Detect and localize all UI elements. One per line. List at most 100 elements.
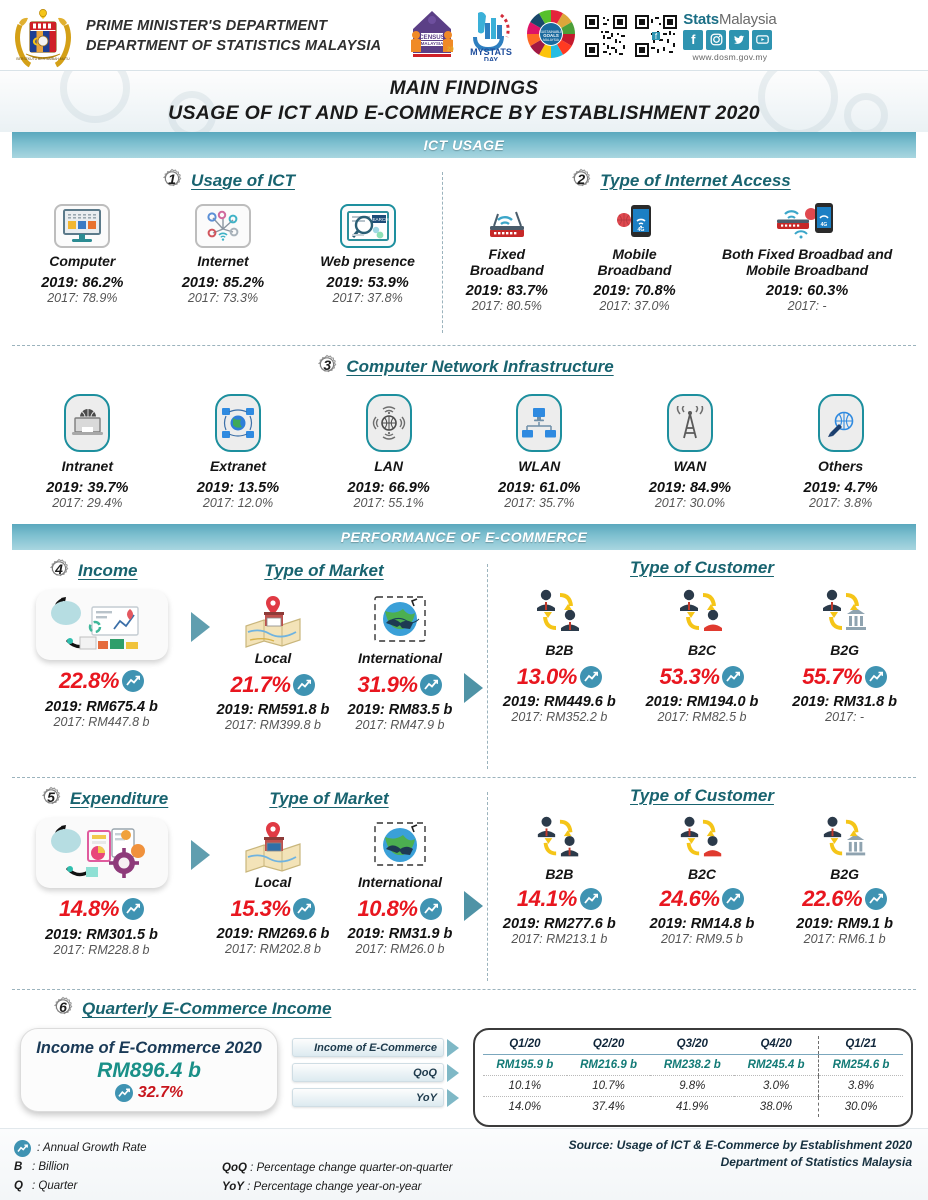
section-5-left: 5 Expenditure Type of Market [12, 786, 464, 989]
section-5-customer-title: Type of Customer [630, 786, 774, 805]
b2c-pct: 24.6% [659, 886, 720, 911]
stat-2017: 2017: RM228.8 b [53, 943, 150, 957]
b2b-icon [488, 814, 630, 866]
b2b-pct: 13.0% [516, 664, 577, 689]
stat-label: B2G [830, 866, 860, 882]
stat-item-b2b: B2B 13.0% 2019: RM449.6 b 2017: RM352.2 … [488, 586, 630, 724]
department-names: PRIME MINISTER'S DEPARTMENT DEPARTMENT O… [86, 16, 381, 56]
stat-2017: 2017: RM82.5 b [657, 710, 747, 724]
svg-text:20: 20 [447, 47, 454, 53]
income-ecommerce-2020-card: Income of E-Commerce 2020 RM896.4 b 32.7… [20, 1028, 278, 1112]
svg-text:MALAYSIA: MALAYSIA [421, 41, 444, 46]
table-row-income: RM195.9 b RM216.9 b RM238.2 b RM245.4 b … [483, 1054, 903, 1076]
census-malaysia-logo-icon: CENSUS MALAYSIA 20 [407, 7, 457, 66]
local-pct: 15.3% [230, 896, 291, 921]
stat-2019: 2019: RM277.6 b [502, 916, 616, 932]
stat-item-b2g: B2G 22.6% 2019: RM9.1 b 2017: RM6.1 b [774, 814, 916, 946]
cell-yoy-q4-20: 38.0% [759, 1101, 793, 1113]
stat-label: Both Fixed Broadbad and Mobile Broadband [721, 246, 893, 278]
stat-item-lan: LAN 2019: 66.9% 2017: 55.1% [318, 394, 460, 510]
expenditure-pct: 14.8% [59, 896, 119, 921]
twitter-icon[interactable] [729, 29, 750, 50]
legend-text: : Billion [32, 1161, 70, 1173]
row-label-bars: Income of E-Commerce QoQ YoY [292, 1038, 459, 1107]
stat-2019: 2019: 53.9% [326, 275, 409, 291]
cell-qoq-q4-20: 3.0% [734, 1075, 819, 1097]
section-5-customer-items: B2B 14.1% 2019: RM277.6 b 2017: RM213.1 … [488, 814, 916, 946]
instagram-icon[interactable] [706, 29, 727, 50]
brand-bold: Stats [683, 10, 719, 28]
svg-text:SUSTAINABLE: SUSTAINABLE [540, 30, 564, 34]
stat-label: Others [818, 458, 864, 474]
svg-text:4G: 4G [821, 222, 828, 228]
source-line-2: Department of Statistics Malaysia [720, 1155, 912, 1169]
income-dashboard-icon [35, 590, 168, 660]
section-5-content: 14.8% 2019: RM301.5 b 2017: RM228.8 b [12, 818, 464, 957]
stat-item-mobile-broadband: 4G Mobile Broadband 2019: 70.8% 2017: 37… [573, 200, 695, 313]
stat-label: LAN [374, 458, 404, 474]
growth-icon [579, 888, 602, 910]
laptop-globe-icon [64, 394, 111, 452]
section-4-left: 4 Income Type of Market [12, 558, 464, 777]
stat-2017: 2017: 35.7% [504, 496, 575, 510]
facebook-icon[interactable]: f [683, 29, 704, 50]
stat-2019: 2019: RM675.4 b [45, 699, 158, 715]
section-2-heading: 2 Type of Internet Access [443, 168, 916, 194]
triangle-arrow-icon [447, 1063, 459, 1082]
svg-text:SEARCH: SEARCH [369, 217, 388, 222]
brand-light: Malaysia [718, 10, 777, 28]
card-growth: 32.7% [137, 1083, 184, 1101]
b2c-icon [631, 814, 773, 866]
stat-item-internet: Internet 2019: 85.2% 2017: 73.3% [158, 204, 288, 305]
stat-2017: 2017: RM399.8 b [225, 718, 321, 732]
cell-qoq-q3-20: 9.8% [650, 1075, 735, 1097]
stat-2019: 2019: 70.8% [593, 283, 676, 299]
cell-income-q2-20: RM216.9 b [566, 1054, 651, 1076]
legend-text: : Percentage change year-on-year [247, 1181, 422, 1193]
org-line-2: DEPARTMENT OF STATISTICS MALAYSIA [86, 38, 382, 54]
org-line-1: PRIME MINISTER'S DEPARTMENT [86, 18, 328, 34]
gear-number-icon: 1 [159, 168, 185, 194]
legend-text: : Quarter [32, 1180, 78, 1192]
cell-qoq-q1-20: 10.1% [483, 1075, 567, 1097]
card-title: Income of E-Commerce 2020 [36, 1038, 262, 1057]
stat-2017: 2017: RM47.9 b [355, 718, 445, 732]
legend-secondary: QoQ : Percentage change quarter-on-quart… [222, 1159, 453, 1197]
stat-2019: 2019: 4.7% [803, 480, 878, 496]
section-4-customer: Type of Customer B2B [488, 558, 916, 777]
stat-2019: 2019: 85.2% [181, 275, 265, 291]
svg-text:DAY: DAY [484, 57, 498, 61]
mobile-4g-icon: 4G [573, 200, 695, 242]
growth-icon [293, 674, 316, 696]
stat-2019: 2019: 66.9% [347, 480, 430, 496]
antenna-icon [666, 394, 713, 452]
growth-icon [293, 898, 316, 920]
section-1-number: 1 [168, 171, 176, 187]
b2b-pct: 14.1% [516, 886, 577, 911]
stat-item-intranet: Intranet 2019: 39.7% 2017: 29.4% [16, 394, 158, 510]
youtube-icon[interactable] [752, 29, 773, 50]
svg-text:GOALS: GOALS [543, 33, 559, 38]
stat-2019: 2019: 61.0% [498, 480, 581, 496]
legend-symbol: B [14, 1161, 23, 1173]
stat-item-extranet: Extranet 2019: 13.5% 2017: 12.0% [167, 394, 309, 510]
main-title-line-2: USAGE OF ICT AND E-COMMERCE BY ESTABLISH… [168, 102, 760, 124]
international-pct: 10.8% [357, 896, 418, 921]
mystats-day-logo-icon: MYSTATS DAY [465, 7, 517, 66]
website-url[interactable]: www.dosm.gov.my [692, 51, 768, 62]
international-globe-icon [336, 818, 464, 874]
stat-item-international: International 31.9% 2019: RM83.5 b 2017:… [336, 590, 464, 732]
stat-2019: 2019: 13.5% [196, 480, 280, 496]
main-title-line-1: MAIN FINDINGS [389, 78, 539, 99]
stat-2019: 2019: RM269.6 b [216, 926, 330, 942]
section-usage-of-ict: 1 Usage of ICT [12, 158, 442, 345]
social-links[interactable]: f [683, 29, 776, 50]
expenditure-gear-icon [35, 818, 168, 888]
table-row-yoy: 14.0% 37.4% 41.9% 38.0% 30.0% [483, 1096, 903, 1117]
b2b-icon [488, 586, 630, 642]
stat-2017: 2017: 29.4% [52, 496, 123, 510]
arrow-separator [191, 818, 210, 892]
stat-2017: 2017: 73.3% [187, 291, 259, 305]
cog-decoration-icon [758, 71, 838, 132]
b2g-icon [774, 814, 916, 866]
